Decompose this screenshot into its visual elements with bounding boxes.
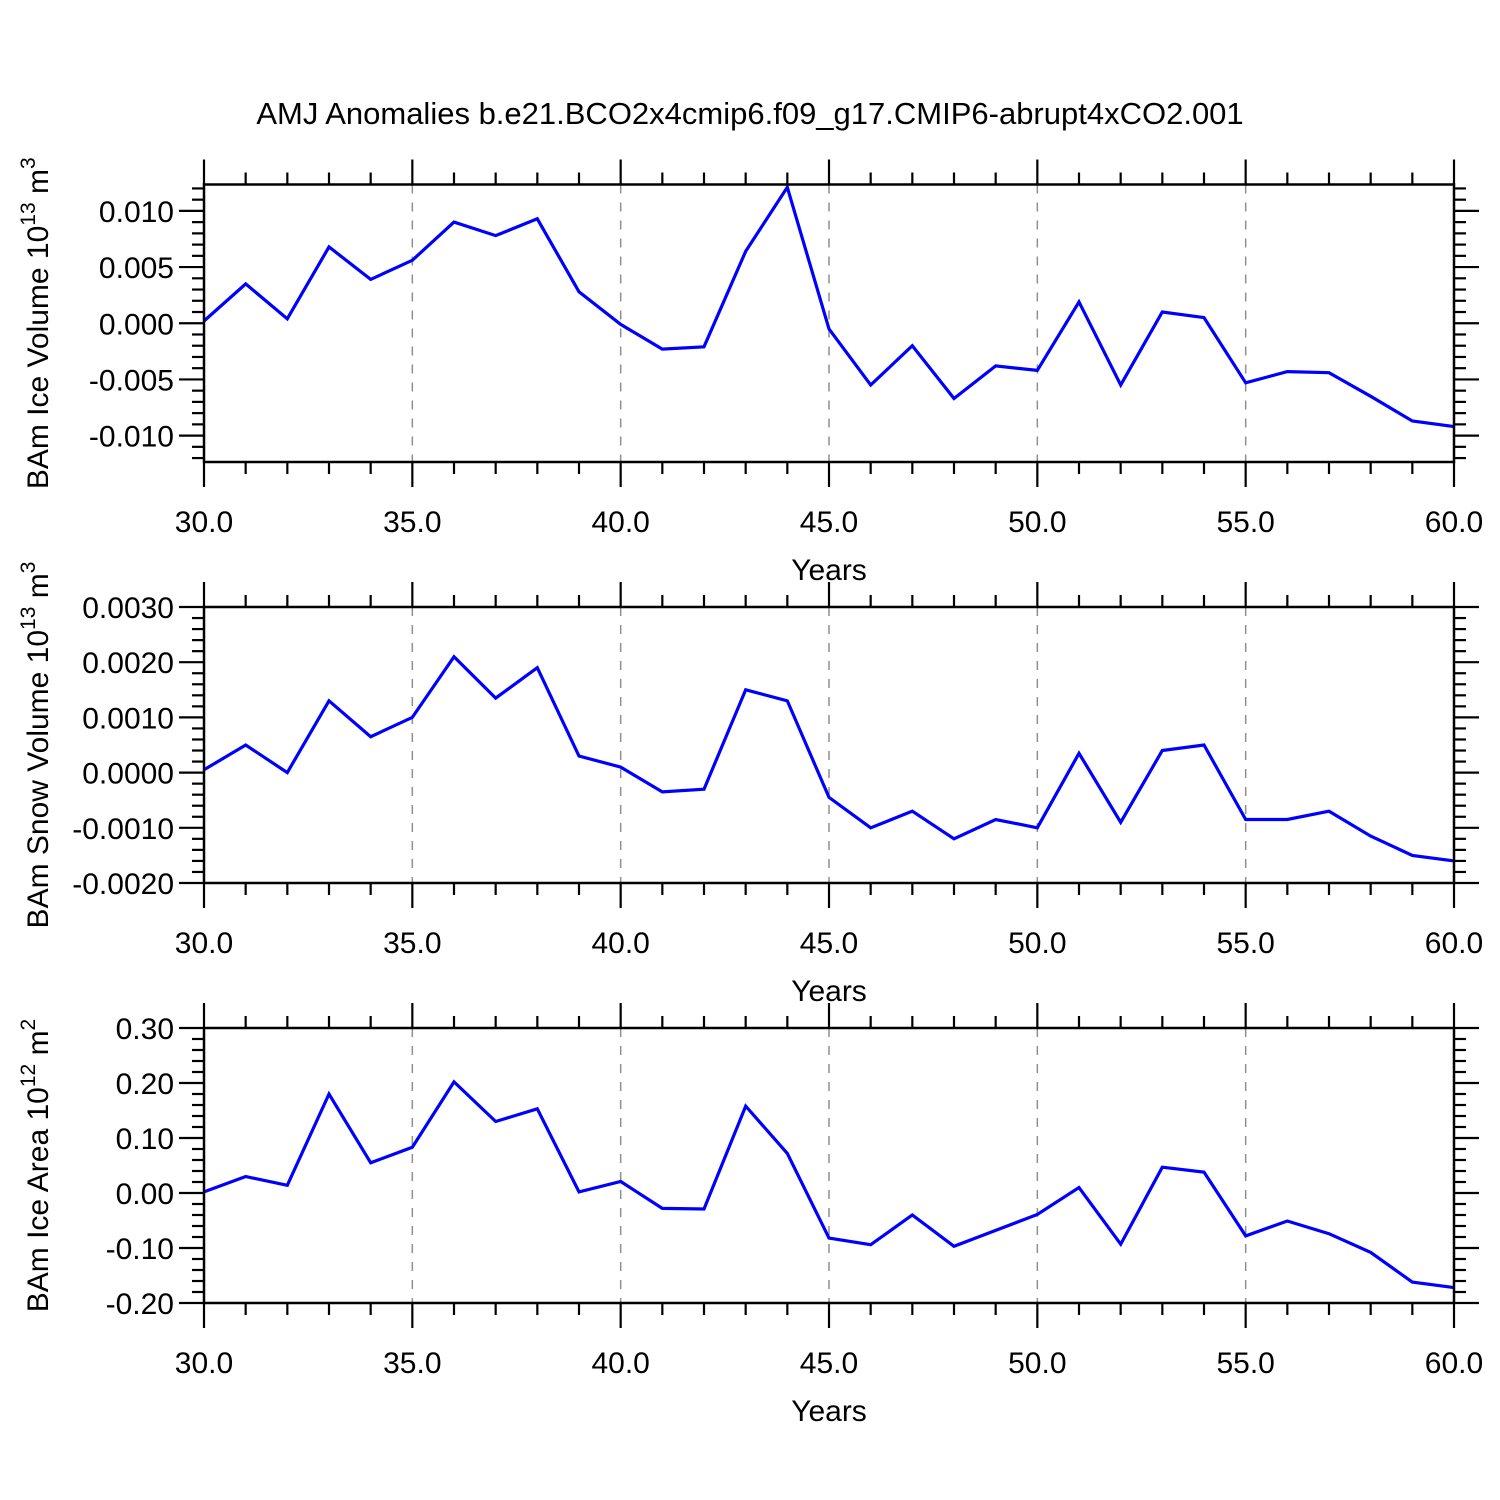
panel-1-bam-ice-volume: 0.010 0.005 0.000 -0.005 -0.010 30.0 35.0 40.0 4… <box>17 157 1483 587</box>
y-tick-label: -0.005 <box>89 364 174 397</box>
x-tick-label: 40.0 <box>591 1347 649 1380</box>
y-tick-label: 0.0030 <box>82 592 174 625</box>
y-tick-label: 0.30 <box>116 1013 174 1046</box>
x-tick-label: 35.0 <box>383 1347 441 1380</box>
y-axis-title: BAm Ice Area 1012 m2 <box>17 1019 55 1313</box>
y-tick-label: 0.005 <box>99 252 174 285</box>
figure-title: AMJ Anomalies b.e21.BCO2x4cmip6.f09_g17.… <box>256 96 1243 131</box>
x-tick-label: 45.0 <box>800 1347 858 1380</box>
x-tick-label: 50.0 <box>1008 927 1066 960</box>
x-tick-label: 40.0 <box>591 927 649 960</box>
y-tick-label: 0.0000 <box>82 758 174 791</box>
y-tick-label: -0.0010 <box>72 813 174 846</box>
x-tick-label: 45.0 <box>800 927 858 960</box>
x-tick-label: 60.0 <box>1425 1347 1483 1380</box>
x-tick-label: 60.0 <box>1425 506 1483 539</box>
x-tick-label: 40.0 <box>591 506 649 539</box>
x-axis-title: Years <box>791 975 867 1008</box>
x-tick-label: 60.0 <box>1425 927 1483 960</box>
x-tick-label: 30.0 <box>175 1347 233 1380</box>
x-tick-label: 55.0 <box>1216 1347 1274 1380</box>
x-axis-title: Years <box>791 1395 867 1428</box>
panel-1-data-line <box>202 183 1455 429</box>
y-axis-title: BAm Snow Volume 1013 m3 <box>17 562 55 929</box>
panel-2-bam-snow-volume: 0.0030 0.0020 0.0010 0.0000 -0.0010 -0.002030… <box>17 562 1483 1008</box>
x-tick-label: 30.0 <box>175 506 233 539</box>
x-tick-label: 35.0 <box>383 506 441 539</box>
y-tick-label: 0.00 <box>116 1178 174 1211</box>
panels-group: 0.010 0.005 0.000 -0.005 -0.010 30.0 35.0 40.0 4… <box>17 157 1483 1428</box>
y-tick-label: 0.000 <box>99 308 174 341</box>
y-axis-title: BAm Ice Volume 1013 m3 <box>17 157 55 489</box>
x-tick-label: 35.0 <box>383 927 441 960</box>
x-tick-label: 30.0 <box>175 927 233 960</box>
panel-3-data-line <box>203 1079 1455 1290</box>
y-tick-label: 0.010 <box>99 196 174 229</box>
x-tick-label: 50.0 <box>1008 1347 1066 1380</box>
x-tick-label: 55.0 <box>1216 927 1274 960</box>
y-tick-label: -0.010 <box>89 421 174 454</box>
x-tick-label: 50.0 <box>1008 506 1066 539</box>
y-tick-label: -0.20 <box>106 1288 174 1321</box>
panel-2-data-line <box>203 654 1455 863</box>
y-tick-label: 0.0020 <box>82 647 174 680</box>
y-tick-label: 0.20 <box>116 1068 174 1101</box>
y-tick-label: 0.10 <box>116 1123 174 1156</box>
y-tick-label: -0.0020 <box>72 868 174 901</box>
x-tick-label: 45.0 <box>800 506 858 539</box>
x-tick-label: 55.0 <box>1216 506 1274 539</box>
y-tick-label: 0.0010 <box>82 702 174 735</box>
x-axis-title: Years <box>791 554 867 587</box>
y-tick-label: -0.10 <box>106 1233 174 1266</box>
